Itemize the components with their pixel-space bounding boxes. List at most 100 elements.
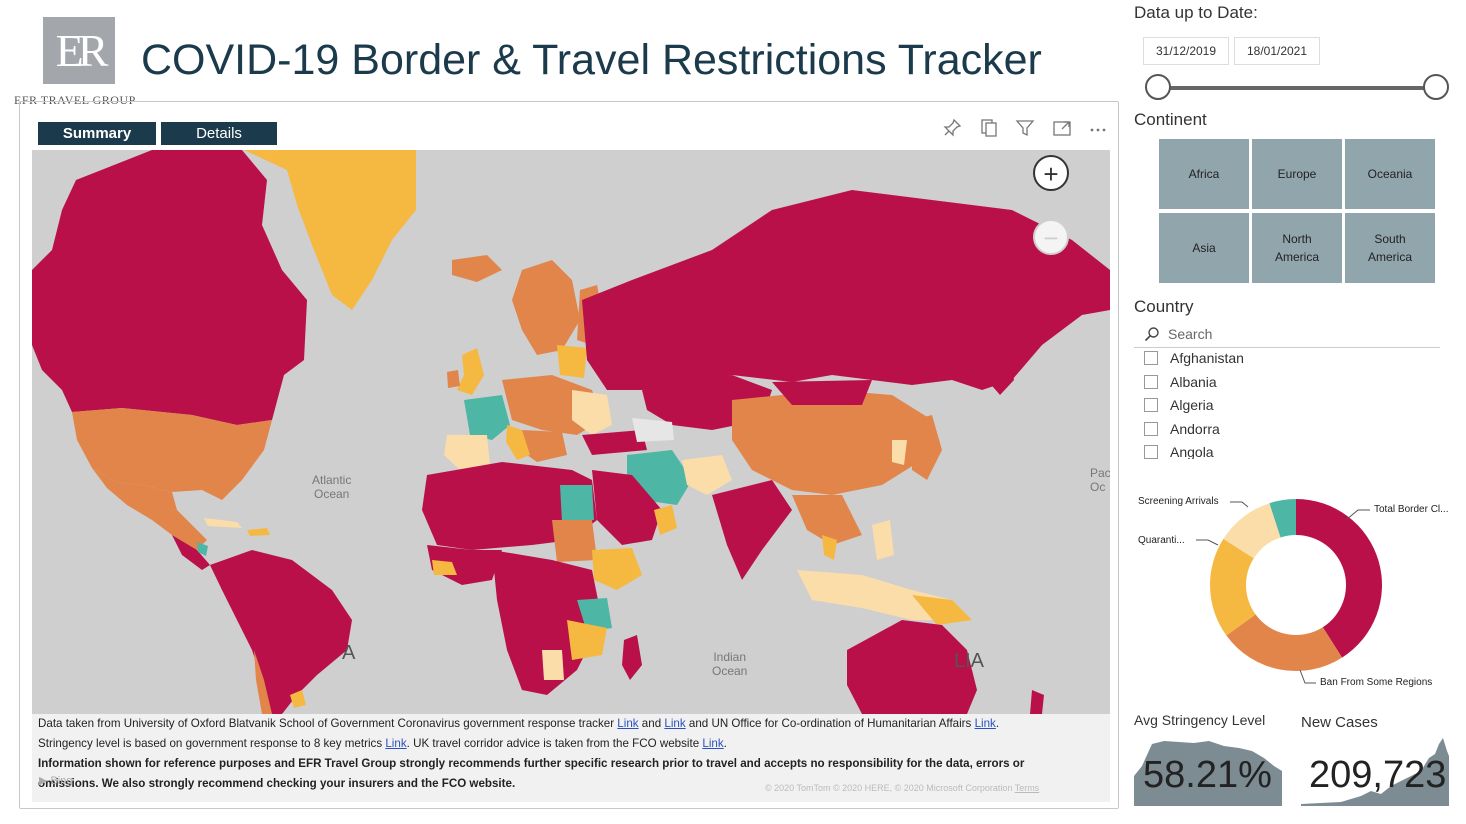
region-turkey (582, 430, 647, 455)
country-item-angola[interactable]: Angola (1144, 441, 1214, 459)
metrics-link[interactable]: Link (385, 737, 407, 750)
donut-label-quarantine: Quaranti... (1138, 535, 1185, 546)
logo-subtitle: EFR TRAVEL GROUP (14, 93, 136, 107)
copy-icon[interactable] (977, 118, 1001, 142)
donut-segment-ban[interactable] (1226, 614, 1343, 671)
region-mongolia (772, 380, 872, 405)
country-item-algeria[interactable]: Algeria (1144, 394, 1214, 416)
region-west-africa-2 (432, 560, 457, 575)
continent-option-south-america[interactable]: South America (1345, 213, 1435, 283)
region-korea (892, 440, 907, 465)
region-russia (582, 190, 1110, 390)
region-panama (197, 542, 208, 556)
notes-line-3: Information shown for reference purposes… (38, 757, 1025, 770)
checkbox[interactable] (1144, 351, 1158, 365)
donut-segment-total[interactable] (1296, 499, 1382, 658)
notes-text: . (995, 717, 1000, 730)
stringency-label: Avg Stringency Level (1134, 712, 1266, 728)
map-partial-label-america: A (342, 642, 356, 664)
donut-label-ban: Ban From Some Regions (1320, 677, 1433, 688)
region-caucasus (632, 418, 674, 442)
country-item-afghanistan[interactable]: Afghanistan (1144, 347, 1244, 369)
world-map[interactable]: Atlantic Ocean Indian Ocean Pac Oc A LIA (32, 150, 1110, 714)
ocha-link[interactable]: Link (974, 717, 996, 730)
date-slider-track[interactable] (1158, 86, 1436, 90)
country-item-albania[interactable]: Albania (1144, 371, 1217, 393)
country-label: Angola (1170, 444, 1214, 459)
continent-option-oceania[interactable]: Oceania (1345, 139, 1435, 209)
region-india (712, 480, 792, 580)
continent-option-asia[interactable]: Asia (1159, 213, 1249, 283)
region-central-america (172, 535, 210, 570)
map-zoom-in-button[interactable]: + (1033, 155, 1069, 191)
region-southeast-africa (567, 620, 607, 660)
tab-summary[interactable]: Summary (38, 122, 156, 145)
region-nz (1030, 690, 1044, 714)
region-eastern-europe (572, 390, 612, 435)
pin-icon[interactable] (940, 118, 964, 142)
new-cases-label: New Cases (1301, 714, 1378, 731)
donut-segment-screening[interactable] (1223, 503, 1281, 559)
region-china (732, 390, 932, 495)
continent-option-north-america[interactable]: North America (1252, 213, 1342, 283)
region-baltics (557, 345, 587, 378)
country-label: Albania (1170, 374, 1217, 390)
tab-details[interactable]: Details (161, 122, 277, 145)
stringency-value: 58.21% (1143, 754, 1272, 796)
region-indonesia (797, 570, 962, 620)
map-zoom-out-button[interactable]: − (1033, 219, 1069, 255)
oxford-link-1[interactable]: Link (617, 717, 639, 730)
bing-label: Bing (50, 775, 73, 787)
checkbox[interactable] (1144, 445, 1158, 459)
region-scandinavia (512, 260, 580, 355)
fco-link[interactable]: Link (702, 737, 724, 750)
region-usa (72, 408, 272, 500)
world-map-svg (32, 150, 1110, 714)
country-list-viewport: Angola (1134, 441, 1444, 459)
donut-segment-open[interactable] (1269, 499, 1296, 538)
region-sudan (552, 520, 597, 562)
checkbox[interactable] (1144, 398, 1158, 412)
data-notes-panel: Data taken from University of Oxford Bla… (32, 714, 1110, 802)
continent-option-europe[interactable]: Europe (1252, 139, 1342, 209)
focus-mode-icon[interactable] (1050, 118, 1074, 142)
terms-link[interactable]: Terms (1014, 783, 1040, 793)
report-frame (19, 101, 1119, 809)
region-japan (912, 415, 942, 480)
continent-filter-label: Continent (1134, 110, 1207, 129)
checkbox[interactable] (1144, 375, 1158, 389)
checkbox[interactable] (1144, 422, 1158, 436)
notes-text: and (638, 717, 665, 730)
region-oman (654, 505, 677, 535)
country-filter-label: Country (1134, 297, 1194, 316)
region-chile (254, 650, 272, 714)
region-south-america (210, 550, 352, 714)
ocean-label-atlantic: Atlantic Ocean (312, 473, 352, 501)
continent-option-africa[interactable]: Africa (1159, 139, 1249, 209)
region-se-asia (792, 495, 862, 545)
region-mexico (92, 468, 207, 550)
region-botswana (542, 650, 564, 680)
date-slider-end-handle[interactable] (1423, 74, 1449, 100)
oxford-link-2[interactable]: Link (664, 717, 686, 730)
restriction-donut-chart[interactable] (1130, 480, 1466, 700)
donut-label-total: Total Border Cl... (1374, 504, 1449, 515)
notes-text: Stringency level is based on government … (38, 737, 386, 750)
notes-line-1: Data taken from University of Oxford Bla… (32, 714, 1110, 734)
filter-icon[interactable] (1013, 118, 1037, 142)
end-date-input[interactable]: 18/01/2021 (1234, 37, 1320, 65)
leader-quarantine (1196, 539, 1219, 546)
country-search-input[interactable]: Search (1168, 326, 1213, 342)
region-philippines (872, 520, 894, 560)
country-item-andorra[interactable]: Andorra (1144, 418, 1220, 440)
date-slider-start-handle[interactable] (1145, 74, 1171, 100)
more-options-icon[interactable] (1086, 118, 1110, 142)
stringency-sparkline (1134, 741, 1282, 806)
region-thailand (822, 535, 837, 560)
region-france (464, 395, 510, 440)
start-date-input[interactable]: 31/12/2019 (1143, 37, 1229, 65)
map-credit: © 2020 TomTom © 2020 HERE, © 2020 Micros… (765, 783, 1039, 793)
page-title: COVID-19 Border & Travel Restrictions Tr… (141, 36, 1042, 84)
region-canada-alaska (32, 150, 307, 425)
donut-segment-quarantine[interactable] (1210, 538, 1256, 636)
